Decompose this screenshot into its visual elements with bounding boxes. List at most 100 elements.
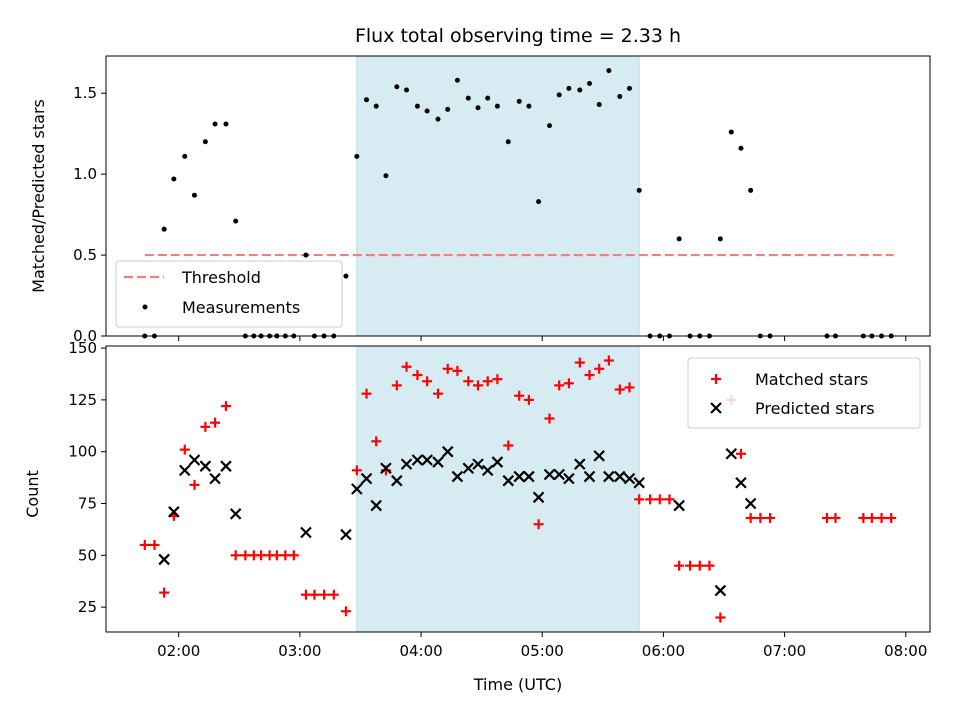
top-legend-box — [115, 260, 343, 328]
matched-star-point — [735, 448, 746, 459]
matched-star-point — [745, 513, 756, 524]
matched-star-point — [159, 587, 170, 598]
predicted-star-point — [513, 470, 525, 483]
matched-star-point — [584, 370, 595, 381]
predicted-star-point — [209, 472, 221, 485]
measurement-point — [606, 68, 612, 74]
bottom-panel: 25 50 75 100 125 150 02:00 03:00 04:00 05:00 06:0… — [23, 339, 931, 694]
predicted-star-point — [583, 470, 596, 483]
matched-star-point — [685, 560, 696, 571]
matched-star-point — [533, 519, 544, 530]
predicted-star-point — [360, 472, 373, 485]
matched-star-point — [280, 550, 291, 561]
predicted-star-point — [633, 477, 645, 489]
top-y-ticks: 0.0 0.5 1.0 1.5 — [73, 84, 106, 345]
measurement-point — [738, 145, 744, 151]
predicted-star-point — [400, 458, 413, 470]
predicted-star-point — [735, 477, 747, 489]
predicted-star-point — [432, 456, 444, 468]
matched-star-point — [328, 589, 339, 600]
legend-matched-swatch — [711, 374, 721, 384]
predicted-star-point — [502, 474, 515, 487]
measurement-point — [202, 139, 208, 145]
matched-star-point — [401, 361, 412, 372]
top-panel: 0.0 0.5 1.0 1.5 Matched/Predicted stars Thr… — [29, 55, 931, 345]
measurement-point — [364, 97, 370, 103]
measurement-point — [161, 226, 167, 232]
legend-threshold-label: Threshold — [181, 268, 261, 287]
bottom-shaded-region — [356, 345, 640, 633]
predicted-star-point — [340, 528, 352, 541]
bottom-y-axis-label: Count — [23, 470, 42, 518]
predicted-star-point — [462, 462, 475, 475]
matched-star-point — [473, 380, 484, 391]
x-tick-label: 07:00 — [763, 642, 806, 660]
bottom-axes-frame — [105, 345, 931, 633]
measurement-point — [383, 173, 389, 179]
predicted-star-point — [188, 454, 201, 466]
predicted-star-point — [623, 472, 636, 485]
matched-star-point — [340, 606, 351, 617]
measurement-point — [586, 81, 592, 87]
matched-stars-points — [139, 355, 897, 623]
predicted-star-point — [714, 584, 727, 597]
measurement-point — [475, 105, 481, 111]
matched-star-point — [866, 513, 877, 524]
matched-star-point — [149, 539, 160, 550]
measurement-point — [516, 98, 522, 104]
matched-star-point — [654, 494, 665, 505]
predicted-star-point — [411, 454, 424, 466]
measurement-point — [373, 103, 379, 109]
predicted-star-point — [199, 460, 212, 472]
predicted-star-point — [744, 497, 757, 510]
bottom-y-tick-label: 150 — [68, 339, 97, 357]
predicted-star-point — [472, 458, 484, 470]
matched-star-point — [574, 357, 585, 368]
matched-star-point — [200, 421, 211, 432]
matched-star-point — [624, 382, 635, 393]
predicted-star-point — [391, 474, 403, 487]
predicted-star-point — [574, 458, 586, 470]
bottom-y-tick-label: 75 — [78, 495, 97, 513]
matched-star-point — [858, 513, 869, 524]
top-axes-frame — [105, 55, 931, 337]
matched-star-point — [452, 365, 463, 376]
matched-star-point — [442, 363, 453, 374]
predicted-star-point — [532, 491, 545, 504]
bottom-y-ticks: 25 50 75 100 125 150 — [68, 339, 106, 616]
measurement-point — [636, 187, 642, 193]
matched-star-point — [433, 388, 444, 399]
measurement-point — [536, 199, 542, 205]
predicted-star-point — [220, 460, 232, 472]
matched-star-point — [694, 560, 705, 571]
predicted-star-point — [421, 454, 433, 466]
measurement-point — [414, 103, 420, 109]
bottom-y-tick-label: 100 — [68, 443, 97, 461]
matched-star-point — [514, 390, 525, 401]
predicted-star-point — [300, 526, 312, 539]
top-y-axis-label: Matched/Predicted stars — [29, 99, 48, 293]
predicted-star-point — [543, 468, 556, 481]
predicted-star-point — [441, 445, 454, 458]
matched-star-point — [361, 388, 372, 399]
measurement-point — [354, 153, 360, 159]
measurement-point — [454, 77, 460, 83]
matched-star-point — [220, 401, 231, 412]
matched-star-point — [189, 479, 200, 490]
top-y-tick-label: 1.5 — [73, 84, 97, 102]
measurement-point — [547, 123, 553, 129]
bottom-y-tick-label: 50 — [78, 546, 97, 564]
x-tick-label: 02:00 — [157, 642, 200, 660]
matched-star-point — [371, 436, 382, 447]
measurement-point — [424, 108, 430, 114]
bottom-legend: Matched stars Predicted stars — [687, 357, 921, 429]
measurement-point — [494, 103, 500, 109]
top-legend: Threshold Measurements — [115, 260, 343, 328]
predicted-star-point — [553, 468, 565, 481]
predicted-star-point — [481, 464, 494, 477]
legend-predicted-swatch — [710, 402, 722, 414]
predicted-stars-points — [158, 445, 757, 597]
predicted-star-point — [563, 472, 575, 485]
matched-star-point — [309, 589, 320, 600]
